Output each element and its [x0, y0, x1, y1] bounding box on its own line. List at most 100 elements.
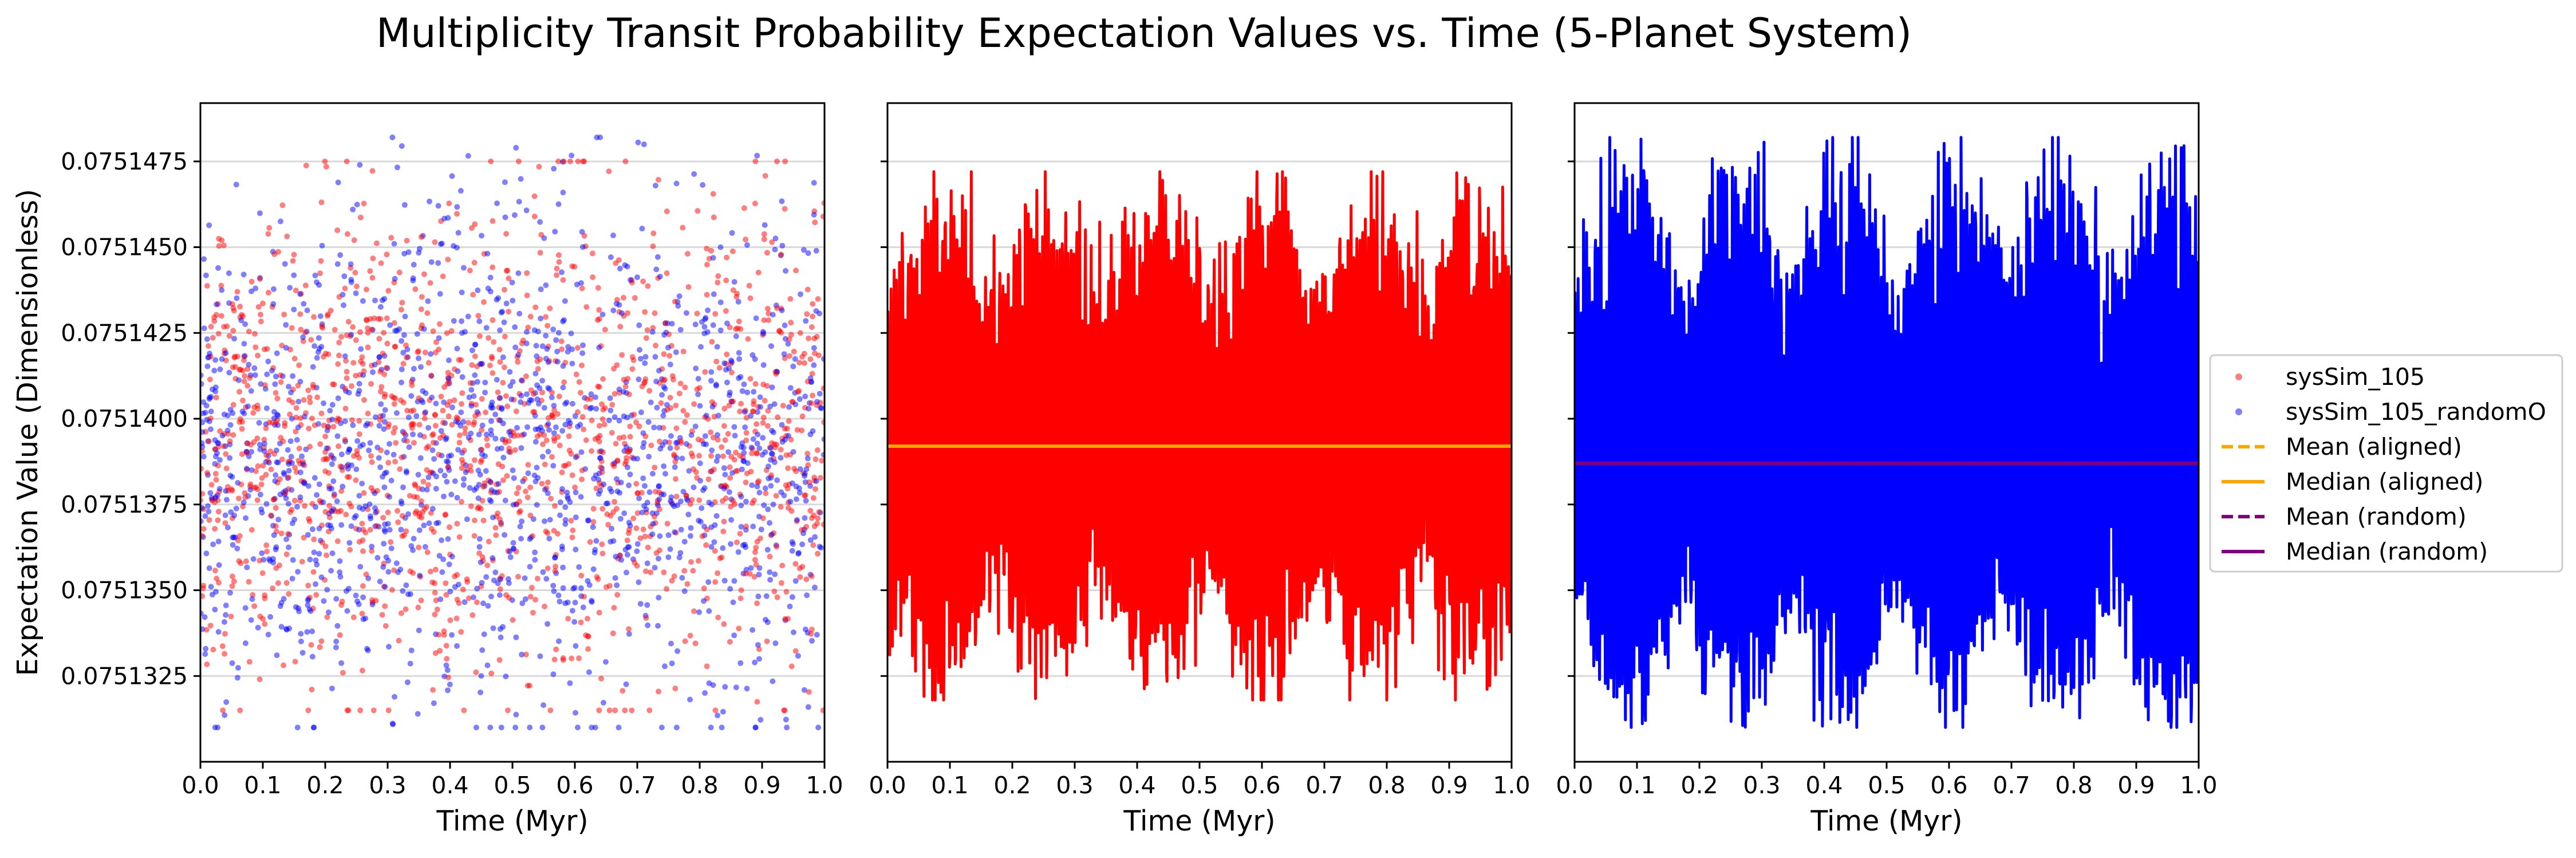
- data-point: [774, 477, 780, 483]
- data-point: [215, 509, 222, 515]
- data-point: [305, 532, 311, 538]
- data-point: [454, 521, 460, 527]
- x-axis-label: Time (Myr): [1123, 805, 1275, 837]
- data-point: [210, 541, 216, 548]
- data-point: [214, 301, 220, 308]
- data-point: [756, 572, 762, 578]
- data-point: [494, 297, 500, 303]
- data-point: [680, 408, 687, 414]
- data-point: [457, 423, 464, 429]
- data-point: [286, 474, 291, 481]
- data-point: [391, 401, 397, 407]
- data-point: [230, 432, 236, 438]
- data-point: [248, 388, 254, 394]
- data-point: [380, 412, 386, 419]
- data-point: [507, 369, 513, 375]
- data-point: [616, 725, 622, 731]
- data-point: [542, 486, 548, 493]
- data-point: [665, 554, 672, 560]
- data-point: [345, 466, 351, 472]
- data-point: [516, 199, 522, 205]
- data-point: [508, 396, 515, 403]
- data-point: [634, 274, 640, 281]
- data-point: [242, 373, 248, 379]
- data-point: [432, 611, 438, 617]
- data-point: [551, 435, 557, 442]
- x-tick-label: 0.9: [1430, 772, 1468, 799]
- data-point: [255, 352, 261, 359]
- data-point: [735, 549, 741, 555]
- data-point: [715, 280, 721, 286]
- data-point: [437, 596, 444, 603]
- data-point: [403, 582, 409, 588]
- data-point: [348, 277, 354, 283]
- data-point: [317, 270, 323, 277]
- data-point: [302, 503, 308, 509]
- data-point: [600, 407, 606, 413]
- data-point: [454, 345, 460, 352]
- data-point: [750, 436, 756, 442]
- data-point: [731, 424, 737, 430]
- data-point: [646, 489, 653, 495]
- data-point: [381, 393, 388, 400]
- data-point: [676, 391, 683, 396]
- data-point: [503, 393, 509, 399]
- data-point: [666, 331, 672, 337]
- data-point: [344, 474, 350, 480]
- data-point: [466, 394, 472, 400]
- data-point: [584, 616, 590, 622]
- data-point: [612, 707, 618, 714]
- data-point: [662, 385, 668, 392]
- data-point: [720, 545, 726, 551]
- data-point: [381, 541, 387, 547]
- data-point: [270, 301, 277, 307]
- data-point: [527, 536, 533, 542]
- data-point: [562, 463, 569, 469]
- data-point: [481, 631, 487, 637]
- data-point: [722, 437, 728, 443]
- data-point: [799, 564, 806, 570]
- data-point: [400, 349, 407, 356]
- data-point: [516, 348, 523, 354]
- data-point: [290, 557, 296, 563]
- x-tick-label: 0.0: [869, 772, 906, 799]
- data-point: [523, 373, 529, 379]
- data-point: [338, 660, 345, 666]
- data-point: [479, 580, 485, 586]
- data-point: [697, 403, 703, 409]
- data-point: [364, 646, 370, 652]
- data-point: [716, 365, 723, 371]
- data-point: [492, 525, 499, 531]
- data-point: [702, 690, 708, 696]
- data-point: [361, 397, 367, 403]
- data-point: [685, 284, 692, 290]
- data-point: [346, 501, 353, 507]
- data-point: [297, 494, 303, 500]
- x-tick-label: 0.7: [1305, 772, 1343, 799]
- data-point: [348, 261, 354, 267]
- data-point: [801, 351, 807, 357]
- data-point: [642, 309, 648, 315]
- data-point: [381, 426, 387, 432]
- data-point: [274, 459, 280, 465]
- data-point: [769, 239, 775, 245]
- data-point: [648, 569, 654, 576]
- data-point: [397, 466, 403, 472]
- x-tick-label: 0.8: [681, 772, 718, 799]
- data-point: [356, 526, 362, 533]
- data-point: [335, 395, 341, 402]
- data-point: [506, 595, 512, 601]
- data-point: [649, 329, 656, 335]
- data-point: [630, 455, 637, 462]
- data-point: [229, 573, 235, 580]
- data-point: [459, 318, 464, 324]
- data-point: [753, 315, 759, 321]
- data-point: [551, 403, 557, 409]
- data-point: [294, 436, 300, 443]
- data-point: [671, 573, 677, 580]
- data-point: [690, 568, 696, 574]
- y-tick-label: 0.0751325: [61, 662, 188, 690]
- data-point: [618, 557, 625, 563]
- data-point: [703, 412, 709, 419]
- data-point: [447, 588, 453, 595]
